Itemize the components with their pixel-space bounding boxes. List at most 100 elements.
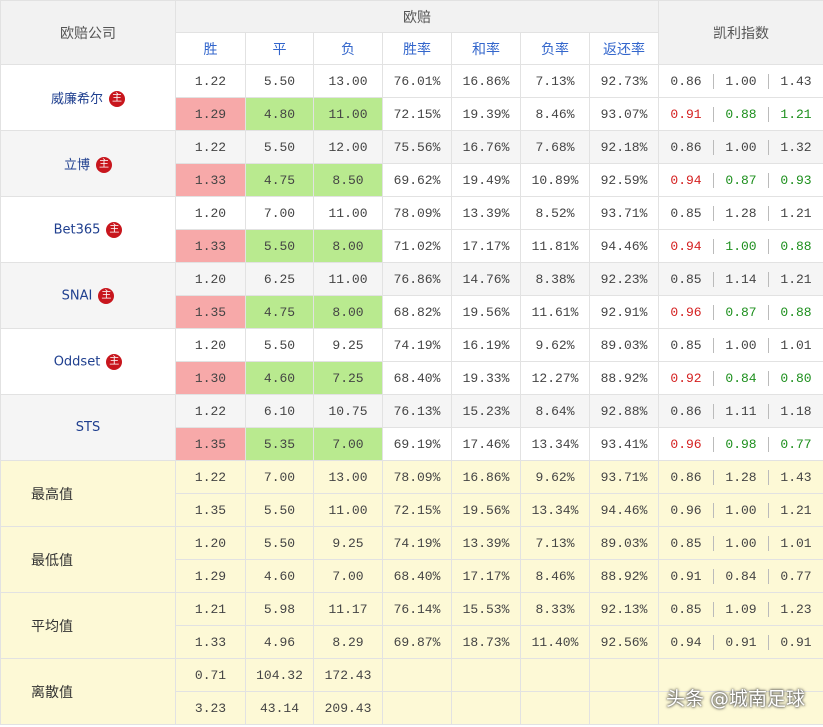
kelly-value: 0.88 xyxy=(713,106,768,122)
kelly-cell: 0.96 1.00 1.21 xyxy=(658,493,823,527)
odds-cell: 1.20 xyxy=(175,526,246,560)
odds-cell: 16.76% xyxy=(451,130,521,164)
odds-cell: 4.80 xyxy=(245,97,314,131)
kelly-value: 0.85 xyxy=(670,271,702,287)
kelly-value: 1.01 xyxy=(768,337,823,353)
odds-cell: 92.13% xyxy=(588,592,660,626)
kelly-value: 1.23 xyxy=(768,601,823,617)
kelly-value: 1.00 xyxy=(713,502,768,518)
odds-cell: 8.52% xyxy=(520,196,590,230)
stat-label: 离散值 xyxy=(0,658,176,725)
odds-cell: 19.56% xyxy=(451,295,521,329)
company-name: STS xyxy=(75,420,101,435)
column-header: 负率 xyxy=(520,32,590,65)
odds-cell: 5.50 xyxy=(245,493,314,527)
kelly-value: 1.43 xyxy=(768,469,823,485)
odds-cell: 92.73% xyxy=(588,64,660,98)
odds-cell: 8.50 xyxy=(313,163,383,197)
kelly-value: 1.00 xyxy=(713,337,768,353)
odds-cell: 93.71% xyxy=(588,196,660,230)
stat-name: 最高值 xyxy=(31,486,73,503)
kelly-value: 0.84 xyxy=(713,370,768,386)
data-row: STS 1.22 6.10 10.75 76.13% 15.23% 8.64% 92.88% 0… xyxy=(0,394,823,461)
odds-cell: 5.50 xyxy=(245,229,314,263)
odds-cell: 94.46% xyxy=(588,493,660,527)
odds-cell: 209.43 xyxy=(313,691,383,725)
odds-cell: 19.39% xyxy=(451,97,521,131)
odds-cell: 13.00 xyxy=(313,64,383,98)
odds-cell: 5.35 xyxy=(245,427,314,461)
odds-cell: 1.35 xyxy=(175,427,246,461)
odds-cell: 17.17% xyxy=(451,559,521,593)
company-cell: 立博主 xyxy=(0,130,176,197)
odds-cell: 7.00 xyxy=(245,460,314,494)
odds-cell: 1.33 xyxy=(175,229,246,263)
odds-cell: 11.00 xyxy=(313,493,383,527)
kelly-value: 1.21 xyxy=(768,271,823,287)
kelly-cell: 0.92 0.84 0.80 xyxy=(658,361,823,395)
kelly-value: 1.11 xyxy=(713,403,768,419)
kelly-value: 1.00 xyxy=(713,535,768,551)
odds-cell: 9.62% xyxy=(520,460,590,494)
odds-cell: 19.33% xyxy=(451,361,521,395)
kelly-cell: 0.85 1.14 1.21 xyxy=(658,262,823,296)
company-cell: STS xyxy=(0,394,176,461)
kelly-value: 0.87 xyxy=(713,304,768,320)
column-header: 返还率 xyxy=(588,32,660,65)
kelly-cell: 0.85 1.28 1.21 xyxy=(658,196,823,230)
odds-cell: 69.87% xyxy=(382,625,452,659)
home-badge: 主 xyxy=(106,353,123,370)
odds-cell: 11.61% xyxy=(520,295,590,329)
home-badge: 主 xyxy=(106,221,123,238)
odds-cell: 5.50 xyxy=(245,328,314,362)
odds-cell: 13.39% xyxy=(451,526,521,560)
empty-cell xyxy=(588,691,660,725)
odds-cell: 8.64% xyxy=(520,394,590,428)
odds-cell: 68.82% xyxy=(382,295,452,329)
odds-cell: 172.43 xyxy=(313,658,383,692)
empty-cell xyxy=(588,658,660,692)
data-row: 立博主 1.22 5.50 12.00 75.56% 16.76% 7.68% 92.18% 0… xyxy=(0,130,823,197)
company-cell: 威廉希尔主 xyxy=(0,64,176,131)
kelly-value: 0.91 xyxy=(768,634,823,650)
odds-cell: 9.62% xyxy=(520,328,590,362)
data-row: 威廉希尔主 1.22 5.50 13.00 76.01% 16.86% 7.13% 92.73… xyxy=(0,64,823,131)
data-row: 1.33 4.75 8.50 69.62% 19.49% 10.89% 92.59% 0.94… xyxy=(1,163,823,197)
empty-cell xyxy=(382,658,452,692)
odds-cell: 92.59% xyxy=(588,163,660,197)
stat-name: 最低值 xyxy=(31,552,73,569)
odds-cell: 6.25 xyxy=(245,262,314,296)
kelly-value: 1.00 xyxy=(713,139,768,155)
odds-cell: 15.23% xyxy=(451,394,521,428)
stat-label: 最低值 xyxy=(0,526,176,593)
kelly-value: 0.94 xyxy=(670,238,702,254)
odds-cell: 7.00 xyxy=(245,196,314,230)
odds-cell: 11.00 xyxy=(313,196,383,230)
kelly-value: 0.98 xyxy=(713,436,768,452)
kelly-value: 0.77 xyxy=(768,436,823,452)
odds-cell: 92.56% xyxy=(588,625,660,659)
odds-cell: 13.34% xyxy=(520,493,590,527)
odds-cell: 12.27% xyxy=(520,361,590,395)
odds-cell: 72.15% xyxy=(382,493,452,527)
stat-name: 平均值 xyxy=(31,618,73,635)
kelly-value: 0.91 xyxy=(670,106,702,122)
odds-cell: 1.20 xyxy=(175,328,246,362)
odds-cell: 8.00 xyxy=(313,229,383,263)
odds-cell: 88.92% xyxy=(588,361,660,395)
header-row: 欧赔公司 欧赔 凯利指数 xyxy=(0,0,823,65)
kelly-cell: 0.94 0.87 0.93 xyxy=(658,163,823,197)
kelly-value: 1.18 xyxy=(768,403,823,419)
odds-cell: 19.49% xyxy=(451,163,521,197)
odds-cell: 78.09% xyxy=(382,196,452,230)
odds-cell: 17.17% xyxy=(451,229,521,263)
odds-cell: 8.46% xyxy=(520,97,590,131)
odds-cell: 93.07% xyxy=(588,97,660,131)
kelly-value: 0.86 xyxy=(670,403,702,419)
odds-cell: 7.68% xyxy=(520,130,590,164)
odds-cell: 74.19% xyxy=(382,526,452,560)
company-name: SNAI xyxy=(61,288,93,303)
kelly-cell xyxy=(658,691,823,725)
kelly-cell: 0.91 0.88 1.21 xyxy=(658,97,823,131)
header-odds: 欧赔 xyxy=(174,0,660,33)
